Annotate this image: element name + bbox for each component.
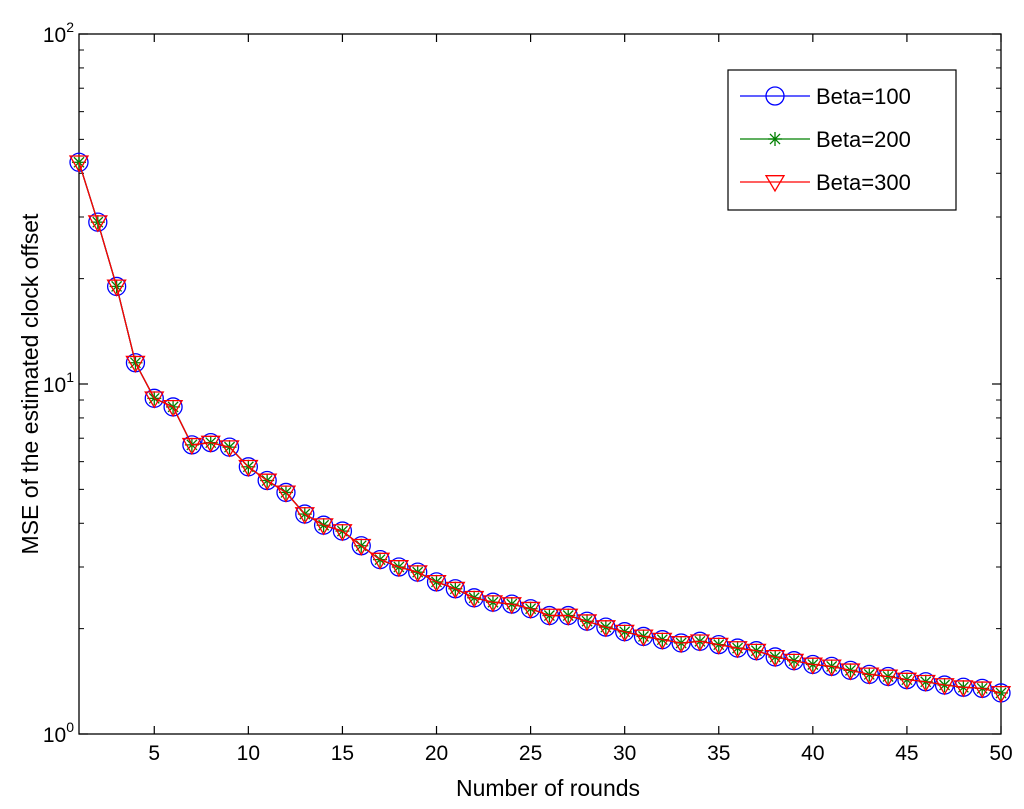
- data-point: [821, 659, 842, 677]
- data-point: [990, 686, 1012, 704]
- x-tick-label: 25: [519, 742, 542, 765]
- x-tick-label: 5: [148, 742, 160, 765]
- y-tick-label: 101: [43, 369, 74, 397]
- asterisk-stroke: [769, 133, 781, 145]
- data-point: [219, 440, 240, 458]
- data-point: [313, 518, 334, 536]
- y-tick-label: 100: [43, 719, 74, 747]
- data-point: [388, 560, 410, 578]
- legend-marker: [765, 86, 785, 106]
- data-point: [727, 641, 748, 659]
- legend-marker: [768, 132, 782, 146]
- data-point: [633, 629, 654, 647]
- data-point: [426, 574, 447, 593]
- x-tick-label: 35: [707, 742, 730, 765]
- x-axis-label: Number of rounds: [456, 775, 640, 801]
- y-tick-label: 102: [43, 19, 74, 47]
- data-point: [765, 650, 786, 668]
- x-tick-label: 30: [613, 742, 636, 765]
- x-axis: 5 10 15 20 25 30 35 40 45 50: [148, 34, 1013, 765]
- legend-marker: [764, 175, 786, 193]
- x-tick-label: 40: [801, 742, 824, 765]
- data-point: [896, 672, 918, 690]
- data-point: [501, 597, 522, 615]
- data-point: [595, 620, 616, 638]
- data-point: [689, 634, 711, 652]
- data-point: [576, 614, 598, 632]
- data-point: [652, 632, 673, 650]
- data-point: [275, 485, 297, 503]
- data-point: [783, 653, 805, 671]
- data-point: [915, 674, 936, 693]
- data-point: [859, 667, 880, 685]
- legend-label: Beta=200: [816, 127, 911, 152]
- data-point: [614, 624, 635, 642]
- x-tick-label: 15: [331, 742, 354, 765]
- data-point: [708, 637, 729, 655]
- data-point: [934, 678, 955, 696]
- legend: Beta=100 Beta=200 Beta=300: [727, 69, 957, 211]
- data-point: [407, 565, 428, 583]
- y-tick-base: 10: [43, 24, 66, 47]
- data-point: [464, 590, 485, 609]
- y-axis-label: MSE of the estimated clock offset: [17, 213, 43, 555]
- x-tick-label: 10: [237, 742, 260, 765]
- y-tick-exponent: 1: [66, 369, 74, 385]
- data-point: [87, 215, 108, 233]
- data-point: [181, 437, 203, 456]
- data-point: [972, 681, 993, 699]
- data-point: [162, 399, 184, 418]
- y-tick-base: 10: [43, 724, 66, 747]
- data-point: [482, 595, 504, 613]
- data-point: [144, 391, 165, 409]
- data-point: [746, 643, 767, 661]
- data-point: [68, 155, 90, 173]
- data-point: [877, 669, 899, 687]
- x-tick-label: 20: [425, 742, 448, 765]
- series-layer: [68, 152, 1012, 704]
- data-point: [351, 538, 372, 557]
- data-point: [802, 657, 823, 675]
- data-point: [125, 355, 146, 374]
- series-beta-300: [68, 155, 1012, 704]
- legend-label: Beta=300: [816, 170, 911, 195]
- y-tick-base: 10: [43, 374, 66, 397]
- data-point: [953, 680, 974, 698]
- data-point: [539, 608, 560, 626]
- data-point: [332, 524, 353, 542]
- data-point: [369, 552, 391, 570]
- data-point: [520, 601, 541, 620]
- data-point: [200, 435, 221, 453]
- data-point: [294, 507, 315, 525]
- legend-label: Beta=100: [816, 84, 911, 109]
- x-tick-label: 45: [895, 742, 918, 765]
- data-point: [445, 581, 466, 600]
- data-point: [840, 663, 861, 681]
- x-tick-label: 50: [989, 742, 1012, 765]
- data-point: [238, 459, 259, 478]
- data-point: [558, 608, 579, 626]
- y-tick-exponent: 0: [66, 719, 74, 735]
- data-point: [106, 279, 127, 297]
- data-point: [670, 636, 692, 654]
- y-tick-exponent: 2: [66, 19, 74, 35]
- data-point: [257, 473, 278, 491]
